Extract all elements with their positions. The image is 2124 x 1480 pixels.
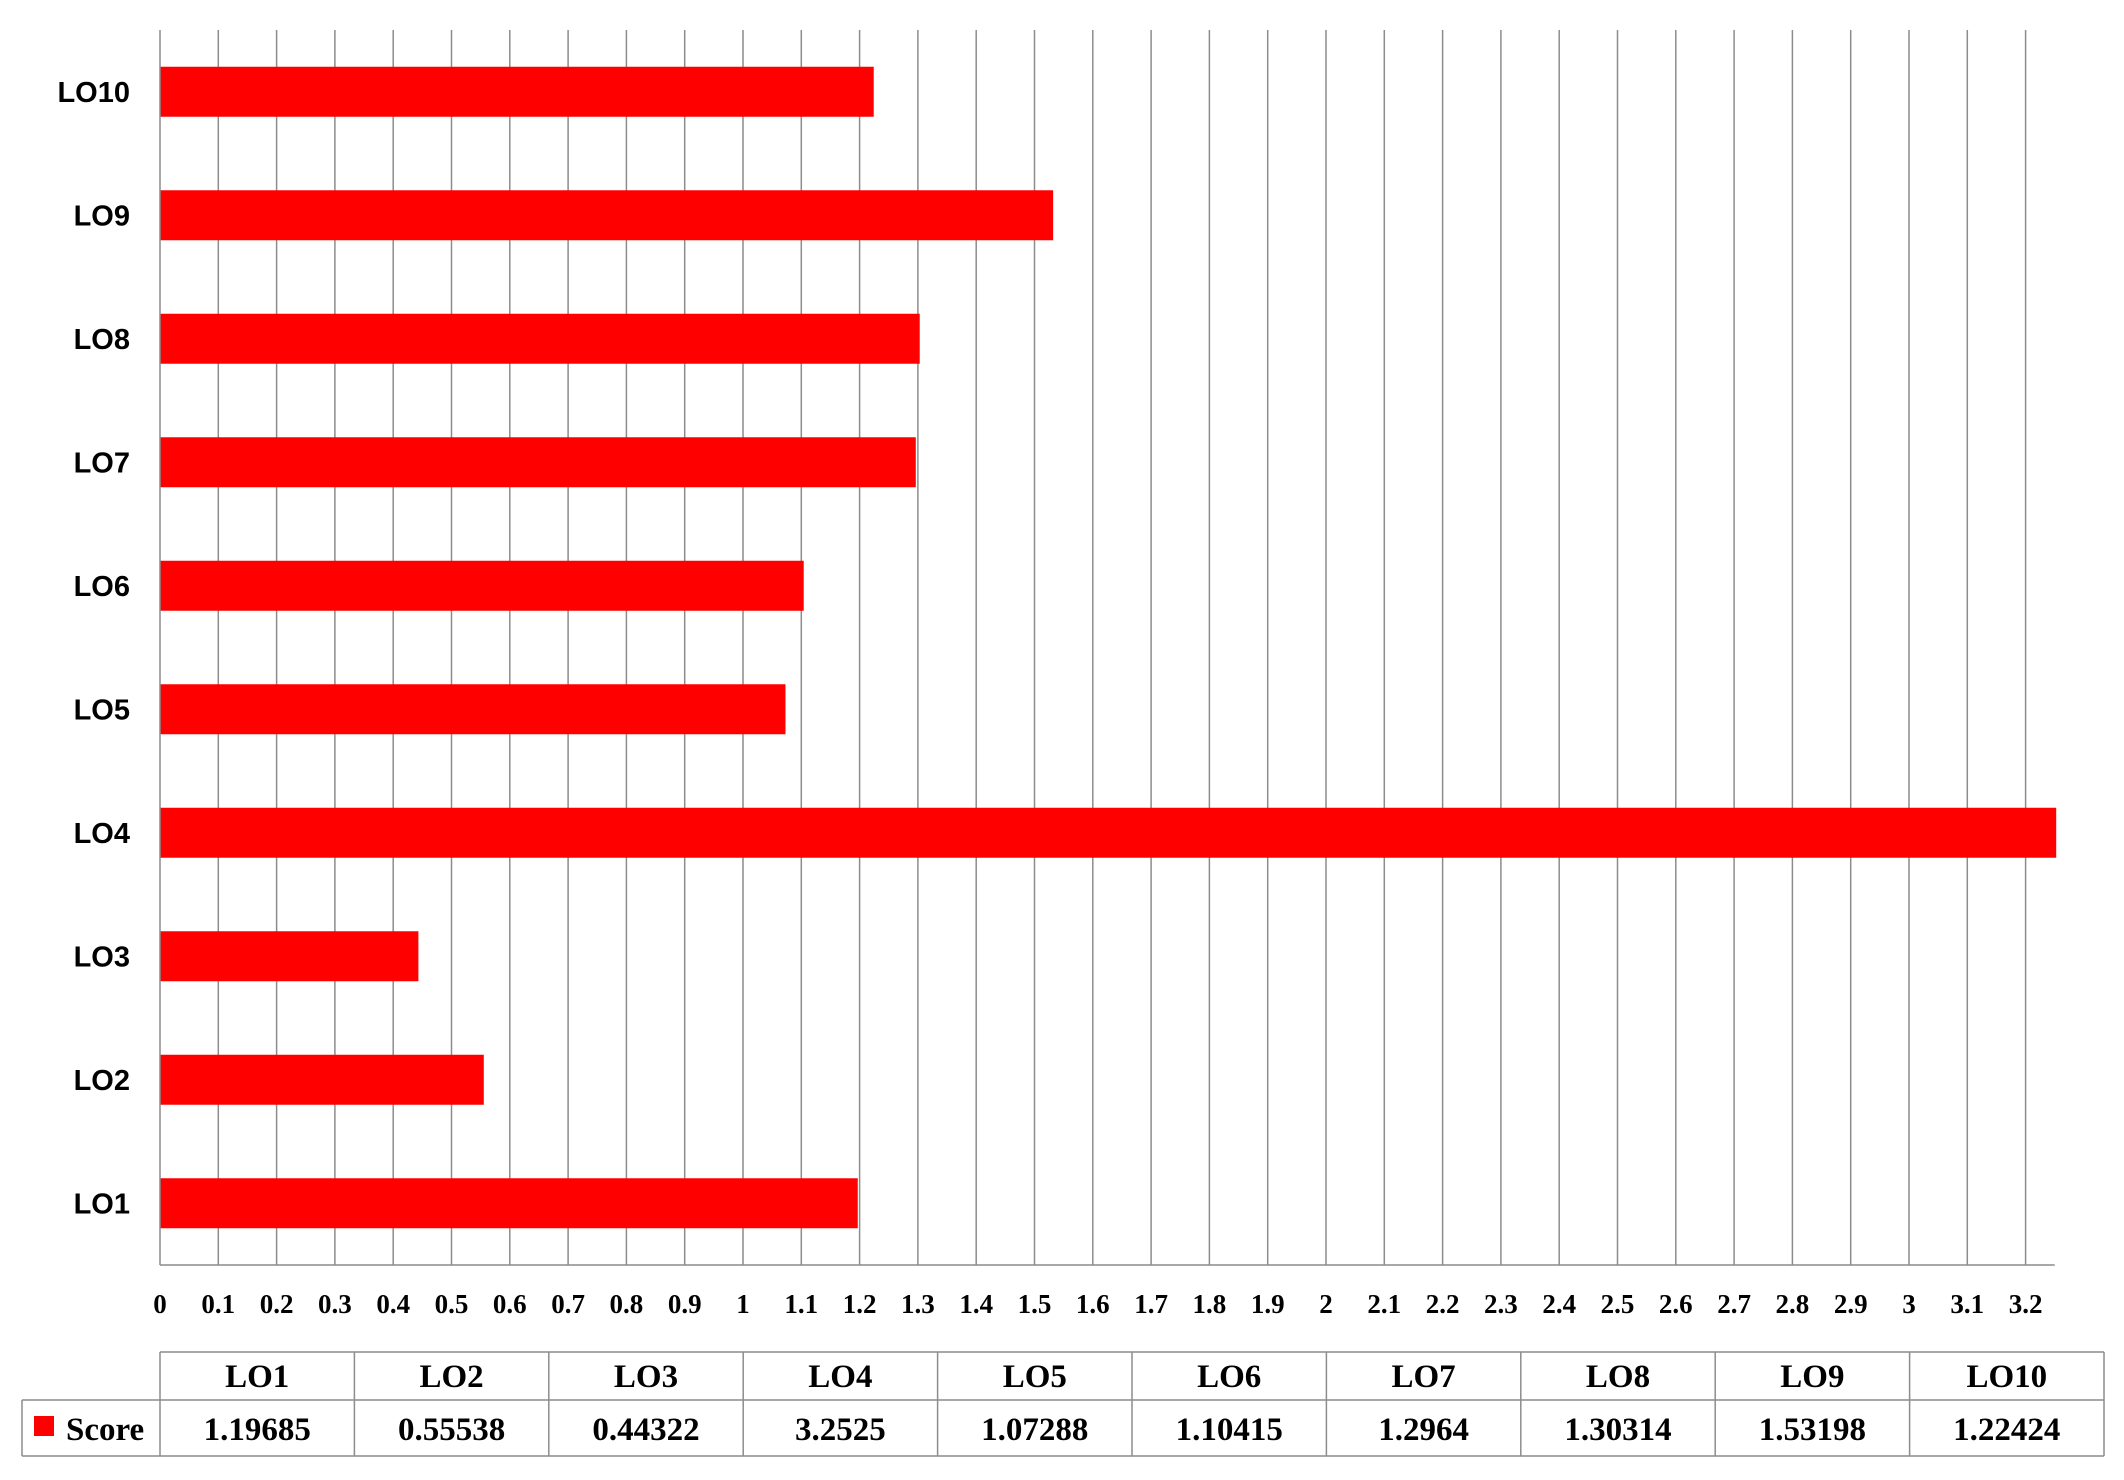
x-tick-label: 1.4 — [959, 1289, 993, 1319]
table-header-lo9: LO9 — [1780, 1359, 1844, 1395]
legend-swatch-score — [34, 1416, 54, 1436]
bar-lo9 — [160, 190, 1054, 241]
table-header-lo7: LO7 — [1392, 1359, 1456, 1395]
x-tick-label: 1.7 — [1134, 1289, 1168, 1319]
x-tick-label: 1 — [736, 1289, 750, 1319]
x-tick-label: 1.8 — [1193, 1289, 1227, 1319]
table-value-lo1: 1.19685 — [204, 1412, 311, 1448]
table-header-lo3: LO3 — [614, 1359, 678, 1395]
table-value-lo9: 1.53198 — [1759, 1412, 1866, 1448]
category-label-lo9: LO9 — [74, 200, 130, 232]
x-tick-label: 2.6 — [1659, 1289, 1693, 1319]
x-tick-label: 0.9 — [668, 1289, 702, 1319]
x-tick-label: 1.9 — [1251, 1289, 1285, 1319]
table-value-lo4: 3.2525 — [795, 1412, 886, 1448]
table-value-lo3: 0.44322 — [592, 1412, 699, 1448]
bar-lo10 — [160, 66, 874, 117]
bar-lo1 — [160, 1178, 858, 1229]
category-label-lo5: LO5 — [74, 694, 130, 726]
bar-lo8 — [160, 313, 920, 364]
x-tick-label: 1.1 — [784, 1289, 818, 1319]
data-table: LO1 1.19685 LO2 0.55538 LO3 0.44322 LO4 3.2525 L… — [21, 1351, 2105, 1457]
x-tick-label: 0.6 — [493, 1289, 527, 1319]
table-value-lo6: 1.10415 — [1176, 1412, 1283, 1448]
x-tick-label: 2.5 — [1601, 1289, 1635, 1319]
x-tick-label: 0.2 — [260, 1289, 294, 1319]
x-tick-label: 2.7 — [1717, 1289, 1751, 1319]
category-label-lo2: LO2 — [74, 1065, 130, 1097]
category-label-lo1: LO1 — [74, 1188, 130, 1220]
table-header-lo2: LO2 — [420, 1359, 484, 1395]
bar-lo5 — [160, 684, 786, 735]
x-tick-label: 2.2 — [1426, 1289, 1460, 1319]
x-tick-label: 1.6 — [1076, 1289, 1110, 1319]
bar-lo3 — [160, 931, 419, 982]
category-label-lo3: LO3 — [74, 941, 130, 973]
x-tick-label: 1.5 — [1018, 1289, 1052, 1319]
category-label-lo6: LO6 — [74, 571, 130, 603]
x-tick-label: 2.8 — [1776, 1289, 1810, 1319]
x-tick-label: 2 — [1319, 1289, 1333, 1319]
x-tick-label: 2.1 — [1367, 1289, 1401, 1319]
table-header-lo10: LO10 — [1966, 1359, 2047, 1395]
table-value-lo2: 0.55538 — [398, 1412, 505, 1448]
category-label-lo8: LO8 — [74, 324, 130, 356]
category-label-lo4: LO4 — [74, 818, 130, 850]
x-tick-label: 2.9 — [1834, 1289, 1868, 1319]
x-tick-label: 1.2 — [843, 1289, 877, 1319]
table-value-lo8: 1.30314 — [1564, 1412, 1671, 1448]
table-header-lo5: LO5 — [1003, 1359, 1067, 1395]
table-header-lo8: LO8 — [1586, 1359, 1650, 1395]
table-header-lo4: LO4 — [808, 1359, 872, 1395]
bar-lo6 — [160, 560, 804, 611]
table-header-lo1: LO1 — [225, 1359, 289, 1395]
axes — [159, 30, 2055, 1266]
bar-lo7 — [160, 437, 916, 488]
x-tick-label: 2.3 — [1484, 1289, 1518, 1319]
legend-label-score: Score — [66, 1412, 144, 1448]
x-tick-label: 3.1 — [1950, 1289, 1984, 1319]
table-header-lo6: LO6 — [1197, 1359, 1261, 1395]
table-value-lo10: 1.22424 — [1953, 1412, 2060, 1448]
bar-lo4 — [160, 807, 2057, 858]
x-tick-label: 3 — [1902, 1289, 1916, 1319]
x-tick-label: 0.8 — [610, 1289, 644, 1319]
x-tick-label: 3.2 — [2009, 1289, 2043, 1319]
table-value-lo5: 1.07288 — [981, 1412, 1088, 1448]
category-label-lo10: LO10 — [57, 77, 130, 109]
x-tick-label: 0 — [153, 1289, 167, 1319]
x-tick-label: 0.4 — [376, 1289, 410, 1319]
category-label-lo7: LO7 — [74, 447, 130, 479]
x-tick-label: 1.3 — [901, 1289, 935, 1319]
x-tick-labels: 0 0.1 0.2 0.3 0.4 0.5 0.6 0.7 0.8 0.9 1 1.1 1.2 1.3 1.… — [153, 1289, 2042, 1319]
bars — [160, 66, 2057, 1229]
table-value-lo7: 1.2964 — [1378, 1412, 1469, 1448]
category-labels: LO1 LO2 LO3 LO4 LO5 LO6 LO7 LO8 LO9 LO10 — [57, 77, 130, 1221]
x-tick-label: 0.7 — [551, 1289, 585, 1319]
x-tick-label: 0.1 — [201, 1289, 235, 1319]
x-tick-label: 0.5 — [435, 1289, 469, 1319]
bar-lo2 — [160, 1054, 484, 1105]
x-tick-label: 2.4 — [1542, 1289, 1576, 1319]
x-tick-label: 0.3 — [318, 1289, 352, 1319]
